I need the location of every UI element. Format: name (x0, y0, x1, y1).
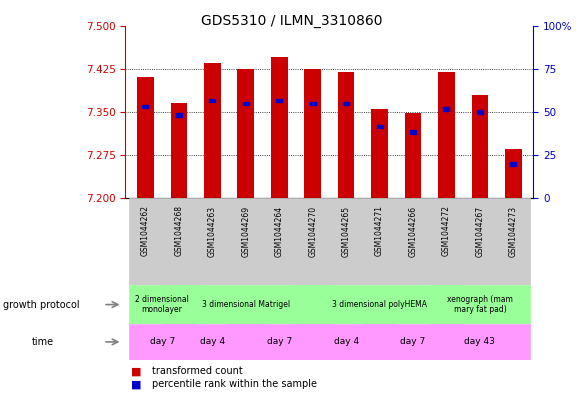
Text: GSM1044263: GSM1044263 (208, 206, 217, 257)
Text: ■: ■ (131, 379, 142, 389)
Bar (296, 285, 463, 324)
Bar (338, 72, 354, 198)
Text: day 7: day 7 (266, 338, 292, 346)
Bar (430, 285, 530, 324)
Bar (276, 99, 282, 102)
Bar (304, 69, 321, 198)
Bar (396, 198, 430, 285)
Bar (162, 285, 329, 324)
Bar (329, 198, 363, 285)
Bar (363, 198, 396, 285)
Text: 3 dimensional Matrigel: 3 dimensional Matrigel (202, 300, 290, 309)
Bar (209, 99, 215, 102)
Bar (505, 149, 522, 198)
Text: day 4: day 4 (200, 338, 225, 346)
Bar (142, 105, 149, 108)
Bar (204, 63, 221, 198)
Bar (162, 324, 262, 360)
Bar (377, 125, 382, 128)
Bar (176, 113, 182, 117)
Bar (463, 198, 497, 285)
Text: GSM1044262: GSM1044262 (141, 206, 150, 256)
Bar (363, 324, 463, 360)
Bar (472, 95, 489, 198)
Bar (477, 110, 483, 114)
Text: GSM1044273: GSM1044273 (509, 206, 518, 257)
Bar (271, 57, 287, 198)
Text: time: time (32, 337, 54, 347)
Text: GSM1044272: GSM1044272 (442, 206, 451, 256)
Text: day 4: day 4 (333, 338, 359, 346)
Bar (195, 198, 229, 285)
Bar (229, 198, 262, 285)
Bar (129, 198, 162, 285)
Text: growth protocol: growth protocol (3, 299, 79, 310)
Bar (229, 324, 329, 360)
Bar (129, 324, 195, 360)
Bar (405, 113, 422, 198)
Bar (310, 102, 315, 105)
Bar (371, 109, 388, 198)
Bar (343, 102, 349, 105)
Text: GSM1044269: GSM1044269 (241, 206, 250, 257)
Bar (497, 198, 530, 285)
Text: GSM1044267: GSM1044267 (475, 206, 484, 257)
Text: GSM1044271: GSM1044271 (375, 206, 384, 256)
Text: GSM1044268: GSM1044268 (174, 206, 184, 256)
Bar (162, 198, 195, 285)
Bar (237, 69, 254, 198)
Text: GSM1044265: GSM1044265 (342, 206, 350, 257)
Bar (444, 107, 449, 111)
Text: transformed count: transformed count (152, 366, 243, 376)
Text: ■: ■ (131, 366, 142, 376)
Text: percentile rank within the sample: percentile rank within the sample (152, 379, 317, 389)
Text: GSM1044264: GSM1044264 (275, 206, 284, 257)
Bar (430, 198, 463, 285)
Bar (262, 198, 296, 285)
Bar (170, 103, 187, 198)
Text: GSM1044266: GSM1044266 (409, 206, 417, 257)
Text: xenograph (mam
mary fat pad): xenograph (mam mary fat pad) (447, 295, 513, 314)
Bar (243, 102, 249, 105)
Bar (430, 324, 530, 360)
Text: GDS5310 / ILMN_3310860: GDS5310 / ILMN_3310860 (201, 14, 382, 28)
Bar (510, 162, 517, 165)
Bar (296, 324, 396, 360)
Bar (410, 130, 416, 134)
Text: day 7: day 7 (149, 338, 175, 346)
Bar (296, 198, 329, 285)
Bar (137, 77, 154, 198)
Text: 2 dimensional
monolayer: 2 dimensional monolayer (135, 295, 189, 314)
Text: day 7: day 7 (401, 338, 426, 346)
Bar (129, 285, 195, 324)
Text: GSM1044270: GSM1044270 (308, 206, 317, 257)
Bar (438, 72, 455, 198)
Text: day 43: day 43 (465, 338, 496, 346)
Text: 3 dimensional polyHEMA: 3 dimensional polyHEMA (332, 300, 427, 309)
